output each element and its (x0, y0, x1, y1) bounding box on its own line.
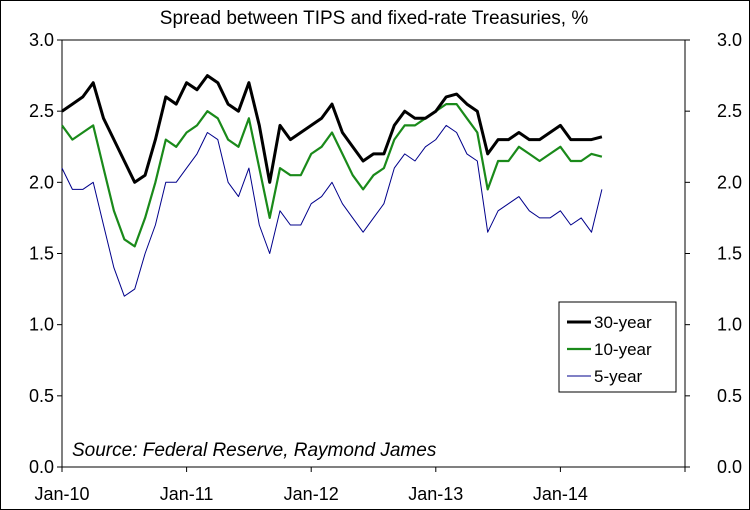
y-right-tick-label: 2.5 (717, 101, 742, 121)
source-annotation: Source: Federal Reserve, Raymond James (72, 440, 437, 461)
x-tick-label: Jan-13 (408, 484, 463, 504)
y-left-tick-label: 2.5 (29, 101, 54, 121)
y-left-tick-label: 0.5 (29, 386, 54, 406)
y-right-tick-label: 1.5 (717, 244, 742, 264)
legend: 30-year 10-year 5-year (558, 301, 677, 393)
series-line-30-year (61, 74, 603, 184)
x-tick-label: Jan-12 (284, 484, 339, 504)
legend-label-5-year: 5-year (594, 367, 643, 386)
y-right-tick-label: 2.0 (717, 172, 742, 192)
legend-box (558, 301, 677, 393)
x-tick-label: Jan-10 (34, 484, 89, 504)
x-tick-label: Jan-11 (160, 484, 214, 504)
y-axis-left-ticks: 0.0 0.5 1.0 1.5 2.0 2.5 3.0 (29, 30, 62, 477)
legend-label-30-year: 30-year (594, 313, 652, 332)
legend-label-10-year: 10-year (594, 340, 652, 359)
chart-title: Spread between TIPS and fixed-rate Treas… (160, 8, 589, 29)
y-left-tick-label: 2.0 (29, 172, 54, 192)
y-right-tick-label: 0.0 (717, 457, 742, 477)
series-line-5-year (61, 124, 603, 297)
y-left-tick-label: 1.0 (29, 315, 54, 335)
x-axis-ticks: Jan-10 Jan-11 Jan-12 Jan-13 Jan-14 (34, 467, 686, 504)
x-tick-label: Jan-14 (533, 484, 588, 504)
y-axis-right-ticks: 0.0 0.5 1.0 1.5 2.0 2.5 3.0 (685, 30, 742, 477)
series-lines (61, 74, 603, 297)
y-left-tick-label: 0.0 (29, 457, 54, 477)
y-left-tick-label: 1.5 (29, 244, 54, 264)
plot-area (61, 39, 686, 468)
y-right-tick-label: 3.0 (717, 30, 742, 50)
series-line-10-year (61, 102, 603, 248)
y-right-tick-label: 0.5 (717, 386, 742, 406)
y-left-tick-label: 3.0 (29, 30, 54, 50)
y-right-tick-label: 1.0 (717, 315, 742, 335)
